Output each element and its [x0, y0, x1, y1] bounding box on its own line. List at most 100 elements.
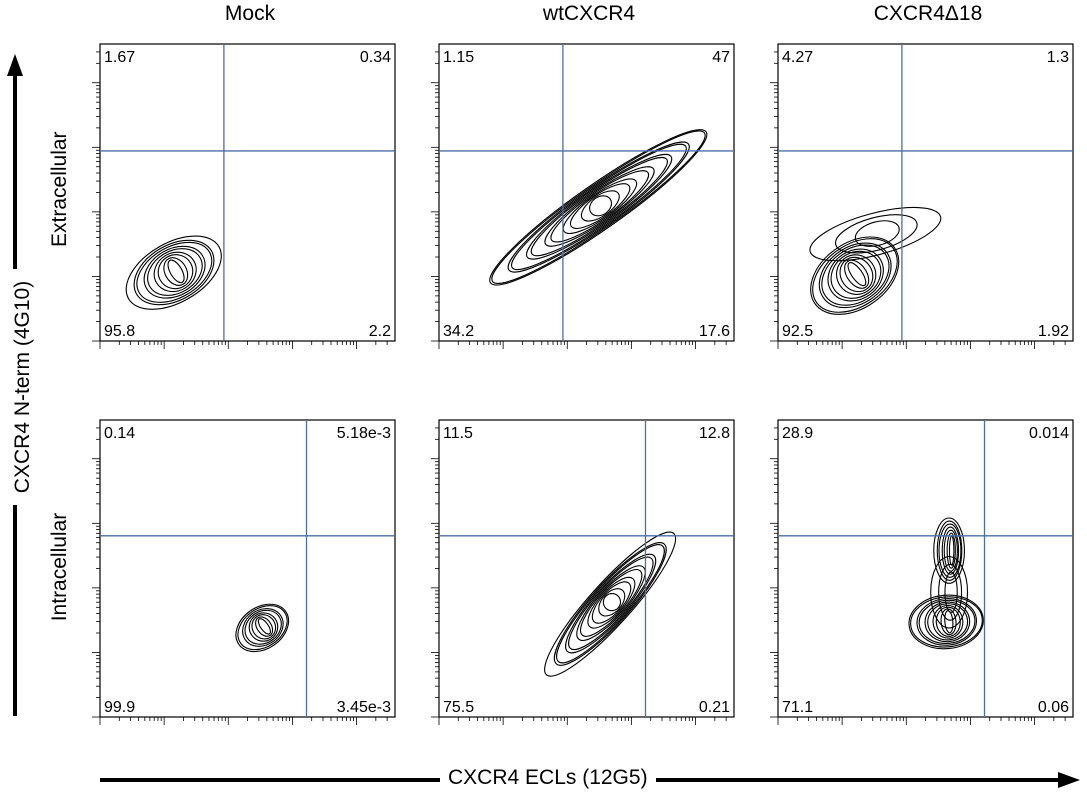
contour-line: [147, 248, 203, 296]
quadrant-value-lower-left: 99.9: [104, 699, 135, 716]
contour-line: [854, 220, 900, 247]
contour-line: [910, 596, 983, 648]
contour-line: [525, 153, 673, 260]
contour-line: [163, 257, 189, 286]
contour-line: [167, 259, 185, 284]
contour-line: [835, 214, 918, 254]
contour-line: [936, 520, 963, 581]
contour-line: [235, 603, 290, 653]
contour-line: [944, 610, 954, 634]
panel-frame: [99, 43, 396, 342]
contour-line: [602, 592, 622, 612]
quadrant-value-upper-left: 0.14: [104, 425, 135, 442]
quadrant-value-lower-left: 71.1: [782, 699, 813, 716]
contour-line: [818, 242, 892, 309]
quadrant-value-upper-right: 47: [712, 49, 730, 66]
contour-line: [248, 612, 279, 642]
quadrant-value-lower-right: 2.2: [369, 323, 391, 340]
quadrant-value-lower-left: 95.8: [104, 323, 135, 340]
contour-line: [580, 569, 643, 637]
contour-line: [938, 523, 962, 578]
contour-line: [125, 235, 222, 310]
contour-line: [244, 609, 282, 645]
panel-extracellular-cxcr4d18: 4.27 1.3 92.5 1.92: [770, 43, 1074, 349]
quadrant-value-upper-right: 1.3: [1047, 49, 1069, 66]
contour-line: [569, 183, 631, 229]
column-title-wtcxcr4: wtCXCR4: [542, 2, 636, 25]
panel-intracellular-mock: 0.14 5.18e-3 99.9 3.45e-3: [92, 419, 396, 725]
contour-line: [489, 129, 708, 286]
contour-line: [556, 544, 665, 664]
contour-line: [591, 581, 632, 624]
quadrant-value-lower-left: 75.5: [443, 699, 474, 716]
contour-line: [251, 614, 277, 640]
contour-line: [153, 251, 197, 293]
contour-line: [136, 241, 213, 303]
panel-frame: [99, 419, 396, 718]
contour-line: [930, 556, 969, 629]
quadrant-value-lower-left: 34.2: [443, 323, 474, 340]
contour-line: [550, 170, 650, 243]
contour-line: [491, 130, 706, 284]
contour-line: [511, 143, 687, 271]
contour-line: [944, 571, 958, 614]
contour-line: [576, 565, 646, 641]
contour-line: [565, 553, 657, 654]
column-title-cxcr4d18: CXCR4Δ18: [873, 2, 983, 25]
contour-line: [827, 248, 884, 302]
y-axis-arrowhead: [7, 54, 23, 76]
contour-line: [598, 588, 626, 617]
contour-line: [133, 239, 215, 306]
quadrant-value-upper-right: 5.18e-3: [337, 425, 391, 442]
quadrant-value-upper-right: 0.34: [360, 49, 391, 66]
contour-line: [530, 157, 668, 257]
quadrant-value-upper-left: 4.27: [782, 49, 813, 66]
contour-line: [946, 532, 956, 569]
quadrant-value-lower-right: 3.45e-3: [337, 699, 391, 716]
contour-line: [143, 245, 206, 299]
contour-line: [587, 576, 636, 629]
x-axis-arrowhead: [1058, 772, 1080, 788]
contour-line: [809, 206, 942, 262]
contour-line: [933, 517, 965, 584]
quadrant-value-lower-left: 92.5: [782, 323, 813, 340]
contour-line: [847, 262, 867, 287]
quadrant-value-upper-left: 1.67: [104, 49, 135, 66]
column-title-mock: Mock: [224, 2, 276, 25]
contour-line: [257, 618, 271, 635]
contour-line: [242, 608, 284, 647]
contour-line: [255, 616, 274, 637]
contour-line: [844, 259, 870, 289]
quadrant-value-upper-right: 12.8: [699, 425, 730, 442]
contour-line: [507, 141, 690, 273]
contour-line: [908, 594, 984, 650]
panel-extracellular-mock: 1.67 0.34 95.8 2.2: [92, 43, 396, 349]
contour-line: [544, 531, 677, 677]
contour-line: [943, 529, 958, 572]
contour-line: [568, 556, 654, 651]
quadrant-value-upper-right: 0.014: [1029, 425, 1069, 442]
quadrant-value-lower-right: 17.6: [699, 323, 730, 340]
contour-line: [237, 605, 288, 651]
panel-frame: [438, 419, 735, 718]
quadrant-value-lower-right: 0.21: [699, 699, 730, 716]
panel-frame: [777, 43, 1074, 342]
panel-frame: [777, 419, 1074, 718]
contour-line: [830, 250, 882, 299]
quadrant-value-lower-right: 1.92: [1038, 323, 1069, 340]
quadrant-value-upper-left: 28.9: [782, 425, 813, 442]
contour-line: [589, 195, 613, 217]
contour-line: [157, 254, 194, 290]
quadrant-value-upper-left: 11.5: [443, 425, 473, 442]
x-axis-title: CXCR4 ECLs (12G5): [440, 766, 656, 790]
contour-line: [810, 236, 900, 315]
contour-line: [938, 563, 963, 621]
contour-line: [580, 190, 620, 222]
contour-line: [544, 166, 655, 247]
contour-line: [941, 526, 960, 575]
contour-line: [821, 244, 890, 306]
y-axis-title: CXCR4 N-term (4G10): [11, 269, 35, 505]
panel-extracellular-wtcxcr4: 1.15 47 34.2 17.6: [431, 43, 735, 349]
contour-line: [812, 238, 898, 313]
